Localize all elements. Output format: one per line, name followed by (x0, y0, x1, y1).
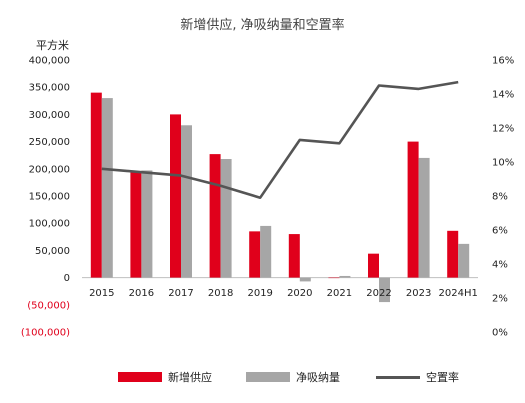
left-axis-tick-label: (100,000) (21, 328, 70, 339)
x-axis-tick-label: 2019 (247, 288, 272, 299)
left-axis-tick-label: 400,000 (29, 56, 70, 67)
x-axis-tick-label: 2017 (168, 288, 193, 299)
bar-net-absorption (260, 225, 272, 278)
right-axis-tick-label: 8% (492, 192, 508, 203)
legend-swatch-net-absorption (246, 372, 290, 382)
bar-new-supply (170, 114, 181, 278)
bar-new-supply (90, 92, 102, 278)
x-axis-tick-label: 2023 (406, 288, 431, 299)
left-axis-tick-label: 0 (64, 273, 70, 284)
right-axis-tick-label: 0% (492, 328, 508, 339)
x-axis-tick-label: 2018 (208, 288, 233, 299)
legend-swatch-new-supply (118, 372, 162, 382)
left-axis-tick-label: 150,000 (29, 192, 70, 203)
bar-net-absorption (379, 277, 390, 303)
legend-item-new-supply: 新增供应 (118, 369, 212, 385)
right-axis-tick-label: 6% (492, 226, 508, 237)
bar-new-supply (407, 141, 419, 278)
legend-item-net-absorption: 净吸纳量 (246, 369, 340, 385)
bar-net-absorption (299, 277, 311, 282)
bar-new-supply (209, 154, 221, 278)
line-vacancy-rate (101, 80, 459, 199)
left-axis-tick-label: 50,000 (35, 246, 70, 257)
legend: 新增供应 净吸纳量 空置率 (0, 369, 525, 385)
left-axis-tick-label: 350,000 (29, 83, 70, 94)
x-axis-tick-label: 2020 (287, 288, 312, 299)
bar-new-supply (288, 234, 300, 278)
right-axis-tick-label: 2% (492, 294, 508, 305)
left-axis-unit-label: 平方米 (36, 39, 69, 52)
bar-new-supply (328, 277, 340, 279)
bar-net-absorption (101, 98, 113, 278)
bar-new-supply (447, 230, 459, 278)
chart-title: 新增供应, 净吸纳量和空置率 (180, 18, 345, 33)
bar-net-absorption (181, 125, 192, 278)
bar-net-absorption (418, 157, 430, 278)
bar-new-supply (130, 171, 142, 278)
x-axis-tick-label: 2024H1 (439, 288, 478, 299)
bar-new-supply (368, 253, 379, 278)
left-axis-tick-label: 250,000 (29, 137, 70, 148)
bar-net-absorption (141, 170, 153, 278)
legend-label-new-supply: 新增供应 (168, 371, 212, 384)
legend-label-vacancy: 空置率 (426, 371, 459, 384)
x-axis-tick-label: 2016 (129, 288, 154, 299)
bar-net-absorption (458, 243, 470, 278)
legend-label-net-absorption: 净吸纳量 (296, 371, 340, 384)
right-axis-tick-label: 10% (492, 158, 514, 169)
x-axis-tick-label: 2022 (366, 288, 391, 299)
bar-net-absorption (339, 275, 351, 278)
right-axis-tick-label: 16% (492, 56, 514, 67)
x-axis-tick-label: 2021 (327, 288, 352, 299)
x-axis-tick-label: 2015 (89, 288, 114, 299)
legend-swatch-vacancy (376, 375, 420, 379)
left-axis-tick-label: (50,000) (27, 300, 70, 311)
left-axis-tick-label: 300,000 (29, 110, 70, 121)
left-axis-tick-label: 100,000 (29, 219, 70, 230)
right-axis-tick-label: 12% (492, 124, 514, 135)
bar-net-absorption (220, 159, 232, 278)
legend-item-vacancy: 空置率 (376, 369, 459, 385)
bar-new-supply (249, 231, 261, 278)
left-axis-tick-label: 200,000 (29, 164, 70, 175)
right-axis-tick-label: 14% (492, 90, 514, 101)
right-axis-tick-label: 4% (492, 260, 508, 271)
